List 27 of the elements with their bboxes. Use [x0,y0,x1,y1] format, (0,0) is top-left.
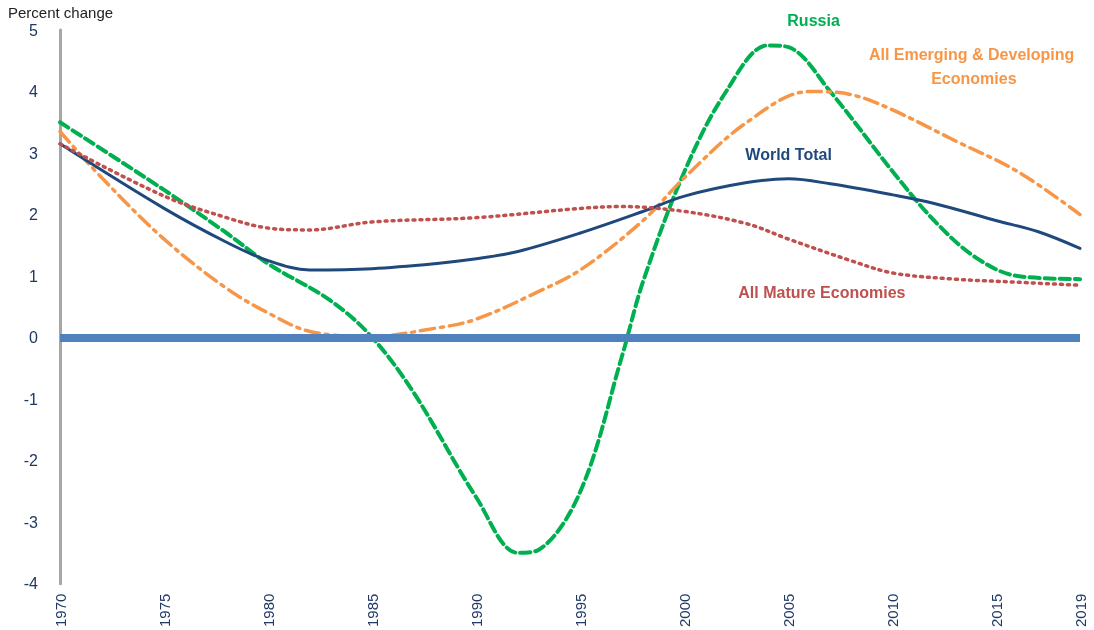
series-label: World Total [745,145,832,163]
x-tick-label: 1980 [259,593,277,628]
x-tick-label: 2010 [884,593,902,628]
x-tick-label: 1990 [467,593,485,628]
x-tick-label: 1995 [571,593,589,628]
y-tick-label: 4 [29,83,39,101]
y-axis-title: Percent change [8,4,114,21]
x-tick-label: 1985 [363,593,381,628]
series-label: Russia [787,12,840,30]
x-tick-label: 1975 [155,593,173,628]
y-tick-label: -3 [23,513,39,531]
x-tick-label: 2019 [1071,593,1089,628]
y-tick-label: 0 [29,329,39,347]
x-tick-label: 1970 [51,593,69,628]
y-tick-label: -4 [23,575,39,593]
y-tick-label: 2 [29,206,39,224]
y-tick-label: -1 [23,390,39,408]
x-tick-label: 2005 [780,593,798,628]
x-tick-label: 2015 [988,593,1006,628]
y-tick-label: 5 [29,21,39,39]
series-label: All Mature Economies [738,284,906,302]
y-tick-label: -2 [23,452,39,470]
x-tick-label: 2000 [675,593,693,628]
y-tick-label: 3 [29,144,39,162]
series-label: All Emerging & Developing Economies [868,46,1079,88]
y-tick-label: 1 [29,267,39,285]
line-series [58,43,1082,555]
